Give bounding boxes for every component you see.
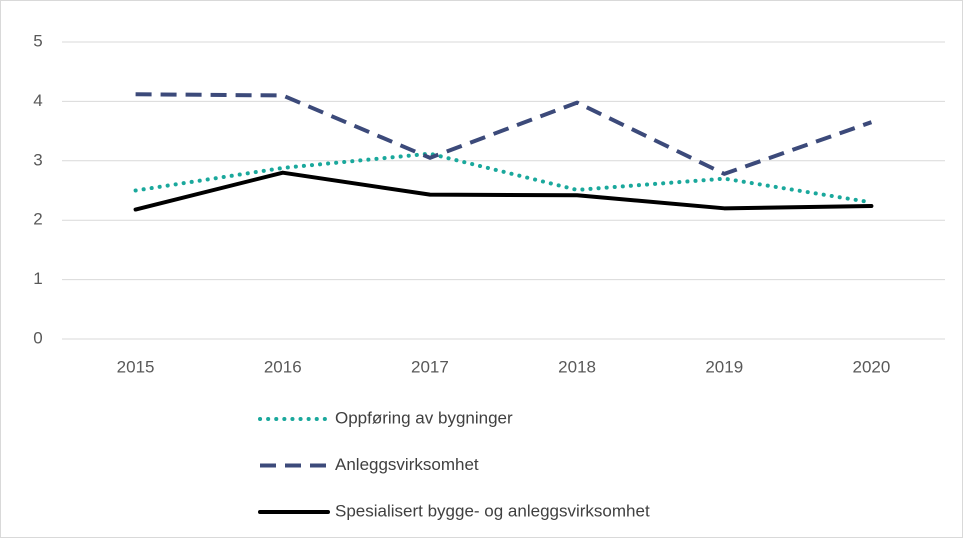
legend-label: Anleggsvirksomhet xyxy=(335,455,479,474)
line xyxy=(135,92,873,176)
y-tick-label: 5 xyxy=(33,31,42,50)
x-tick-label: 2017 xyxy=(411,357,449,376)
x-tick-label: 2020 xyxy=(853,357,891,376)
y-tick-label: 0 xyxy=(33,328,42,347)
x-tick-label: 2018 xyxy=(558,357,596,376)
y-tick-label: 4 xyxy=(33,91,42,110)
line xyxy=(133,151,874,205)
x-tick-label: 2019 xyxy=(705,357,743,376)
y-tick-label: 1 xyxy=(33,269,42,288)
y-tick-label: 3 xyxy=(33,150,42,169)
x-tick-label: 2015 xyxy=(117,357,155,376)
x-tick-label: 2016 xyxy=(264,357,302,376)
legend-label: Spesialisert bygge- og anleggsvirksomhet xyxy=(335,501,650,520)
y-tick-label: 2 xyxy=(33,210,42,229)
line xyxy=(133,170,874,212)
legend: Oppføring av bygninger Anleggsvirksomhet S… xyxy=(258,408,650,520)
legend-label: Oppføring av bygninger xyxy=(335,408,513,427)
